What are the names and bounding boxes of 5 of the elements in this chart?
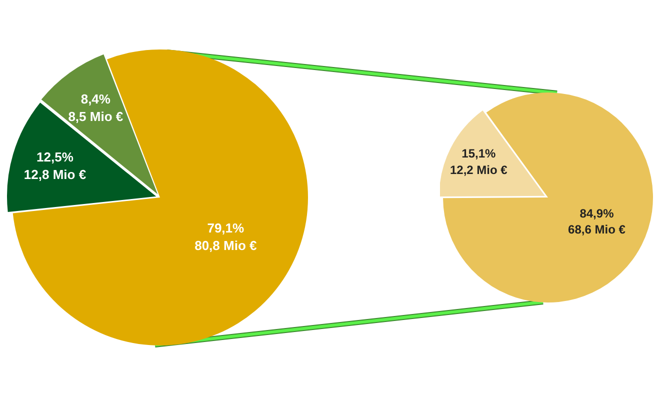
data-label: 15,1% 12,2 Mio € bbox=[450, 146, 508, 177]
data-label: 8,4% 8,5 Mio € bbox=[68, 92, 124, 124]
data-label: 84,9% 68,6 Mio € bbox=[568, 206, 626, 237]
data-label: 12,5% 12,8 Mio € bbox=[24, 149, 86, 182]
data-label: 79,1% 80,8 Mio € bbox=[194, 220, 257, 254]
